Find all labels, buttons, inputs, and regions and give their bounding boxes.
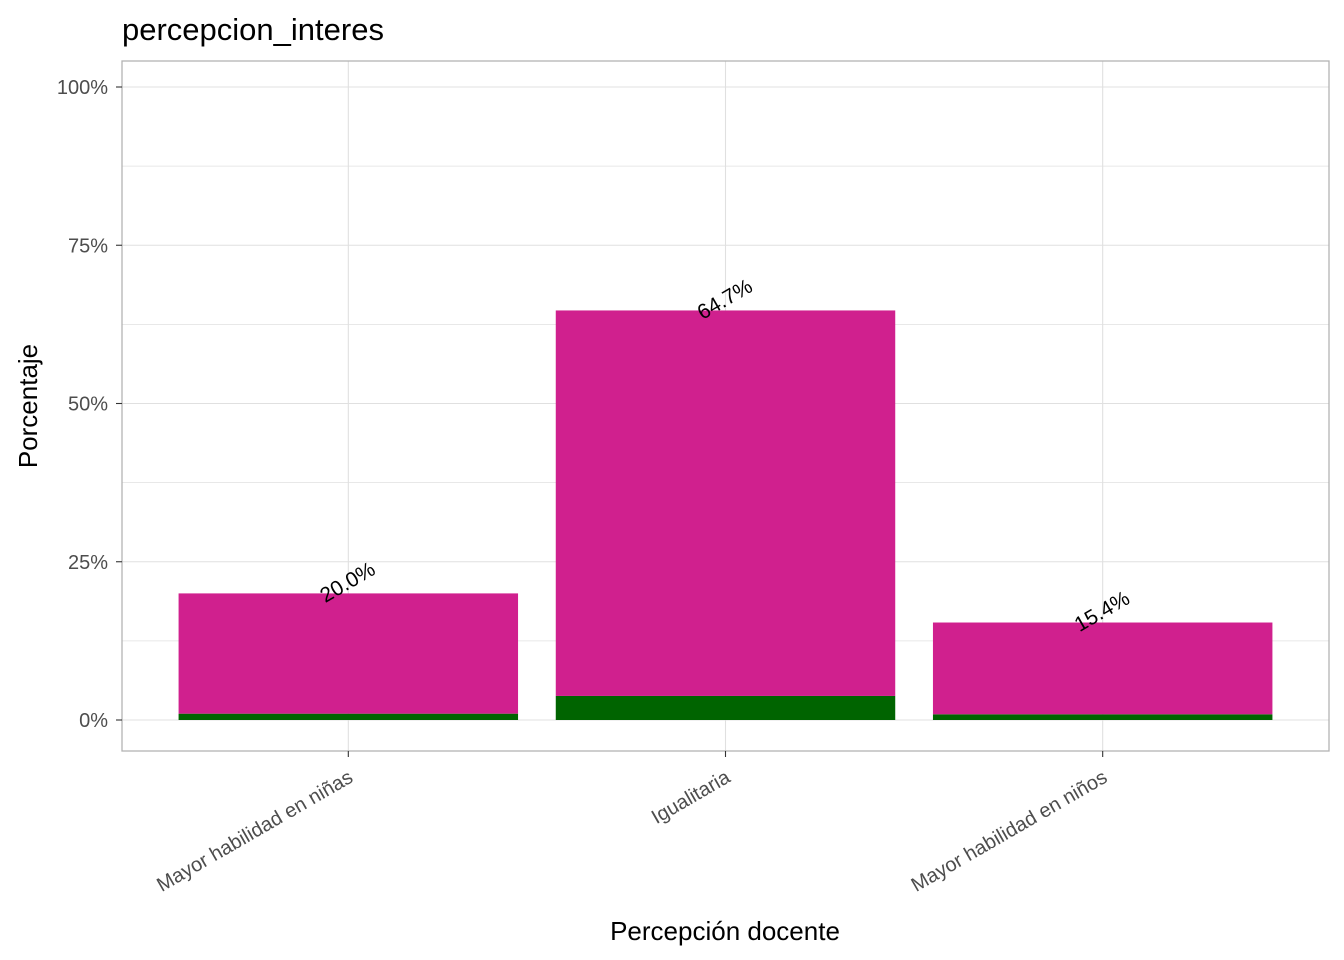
bar-segment xyxy=(178,593,519,714)
y-axis-title: Porcentaje xyxy=(13,344,43,468)
x-axis-title: Percepción docente xyxy=(610,916,840,946)
bar-segment xyxy=(555,310,896,696)
bar-segment xyxy=(932,622,1273,715)
y-tick-label: 75% xyxy=(68,235,108,257)
y-tick-label: 50% xyxy=(68,394,108,416)
bars xyxy=(178,310,1273,720)
chart-title: percepcion_interes xyxy=(122,12,384,47)
y-tick-label: 100% xyxy=(57,77,108,99)
x-axis: Mayor habilidad en niñas Igualitaria Mayor… xyxy=(153,751,1111,897)
y-axis: 0% 25% 50% 75% 100% xyxy=(57,77,122,732)
x-tick-label: Mayor habilidad en niñas xyxy=(153,766,357,896)
bar-segment xyxy=(178,713,519,720)
y-tick-label: 25% xyxy=(68,552,108,574)
bar-segment xyxy=(932,714,1273,720)
bar-segment xyxy=(555,695,896,720)
y-tick-label: 0% xyxy=(79,710,108,732)
x-tick-label: Mayor habilidad en niños xyxy=(908,766,1112,896)
x-tick-label: Igualitaria xyxy=(648,766,735,829)
